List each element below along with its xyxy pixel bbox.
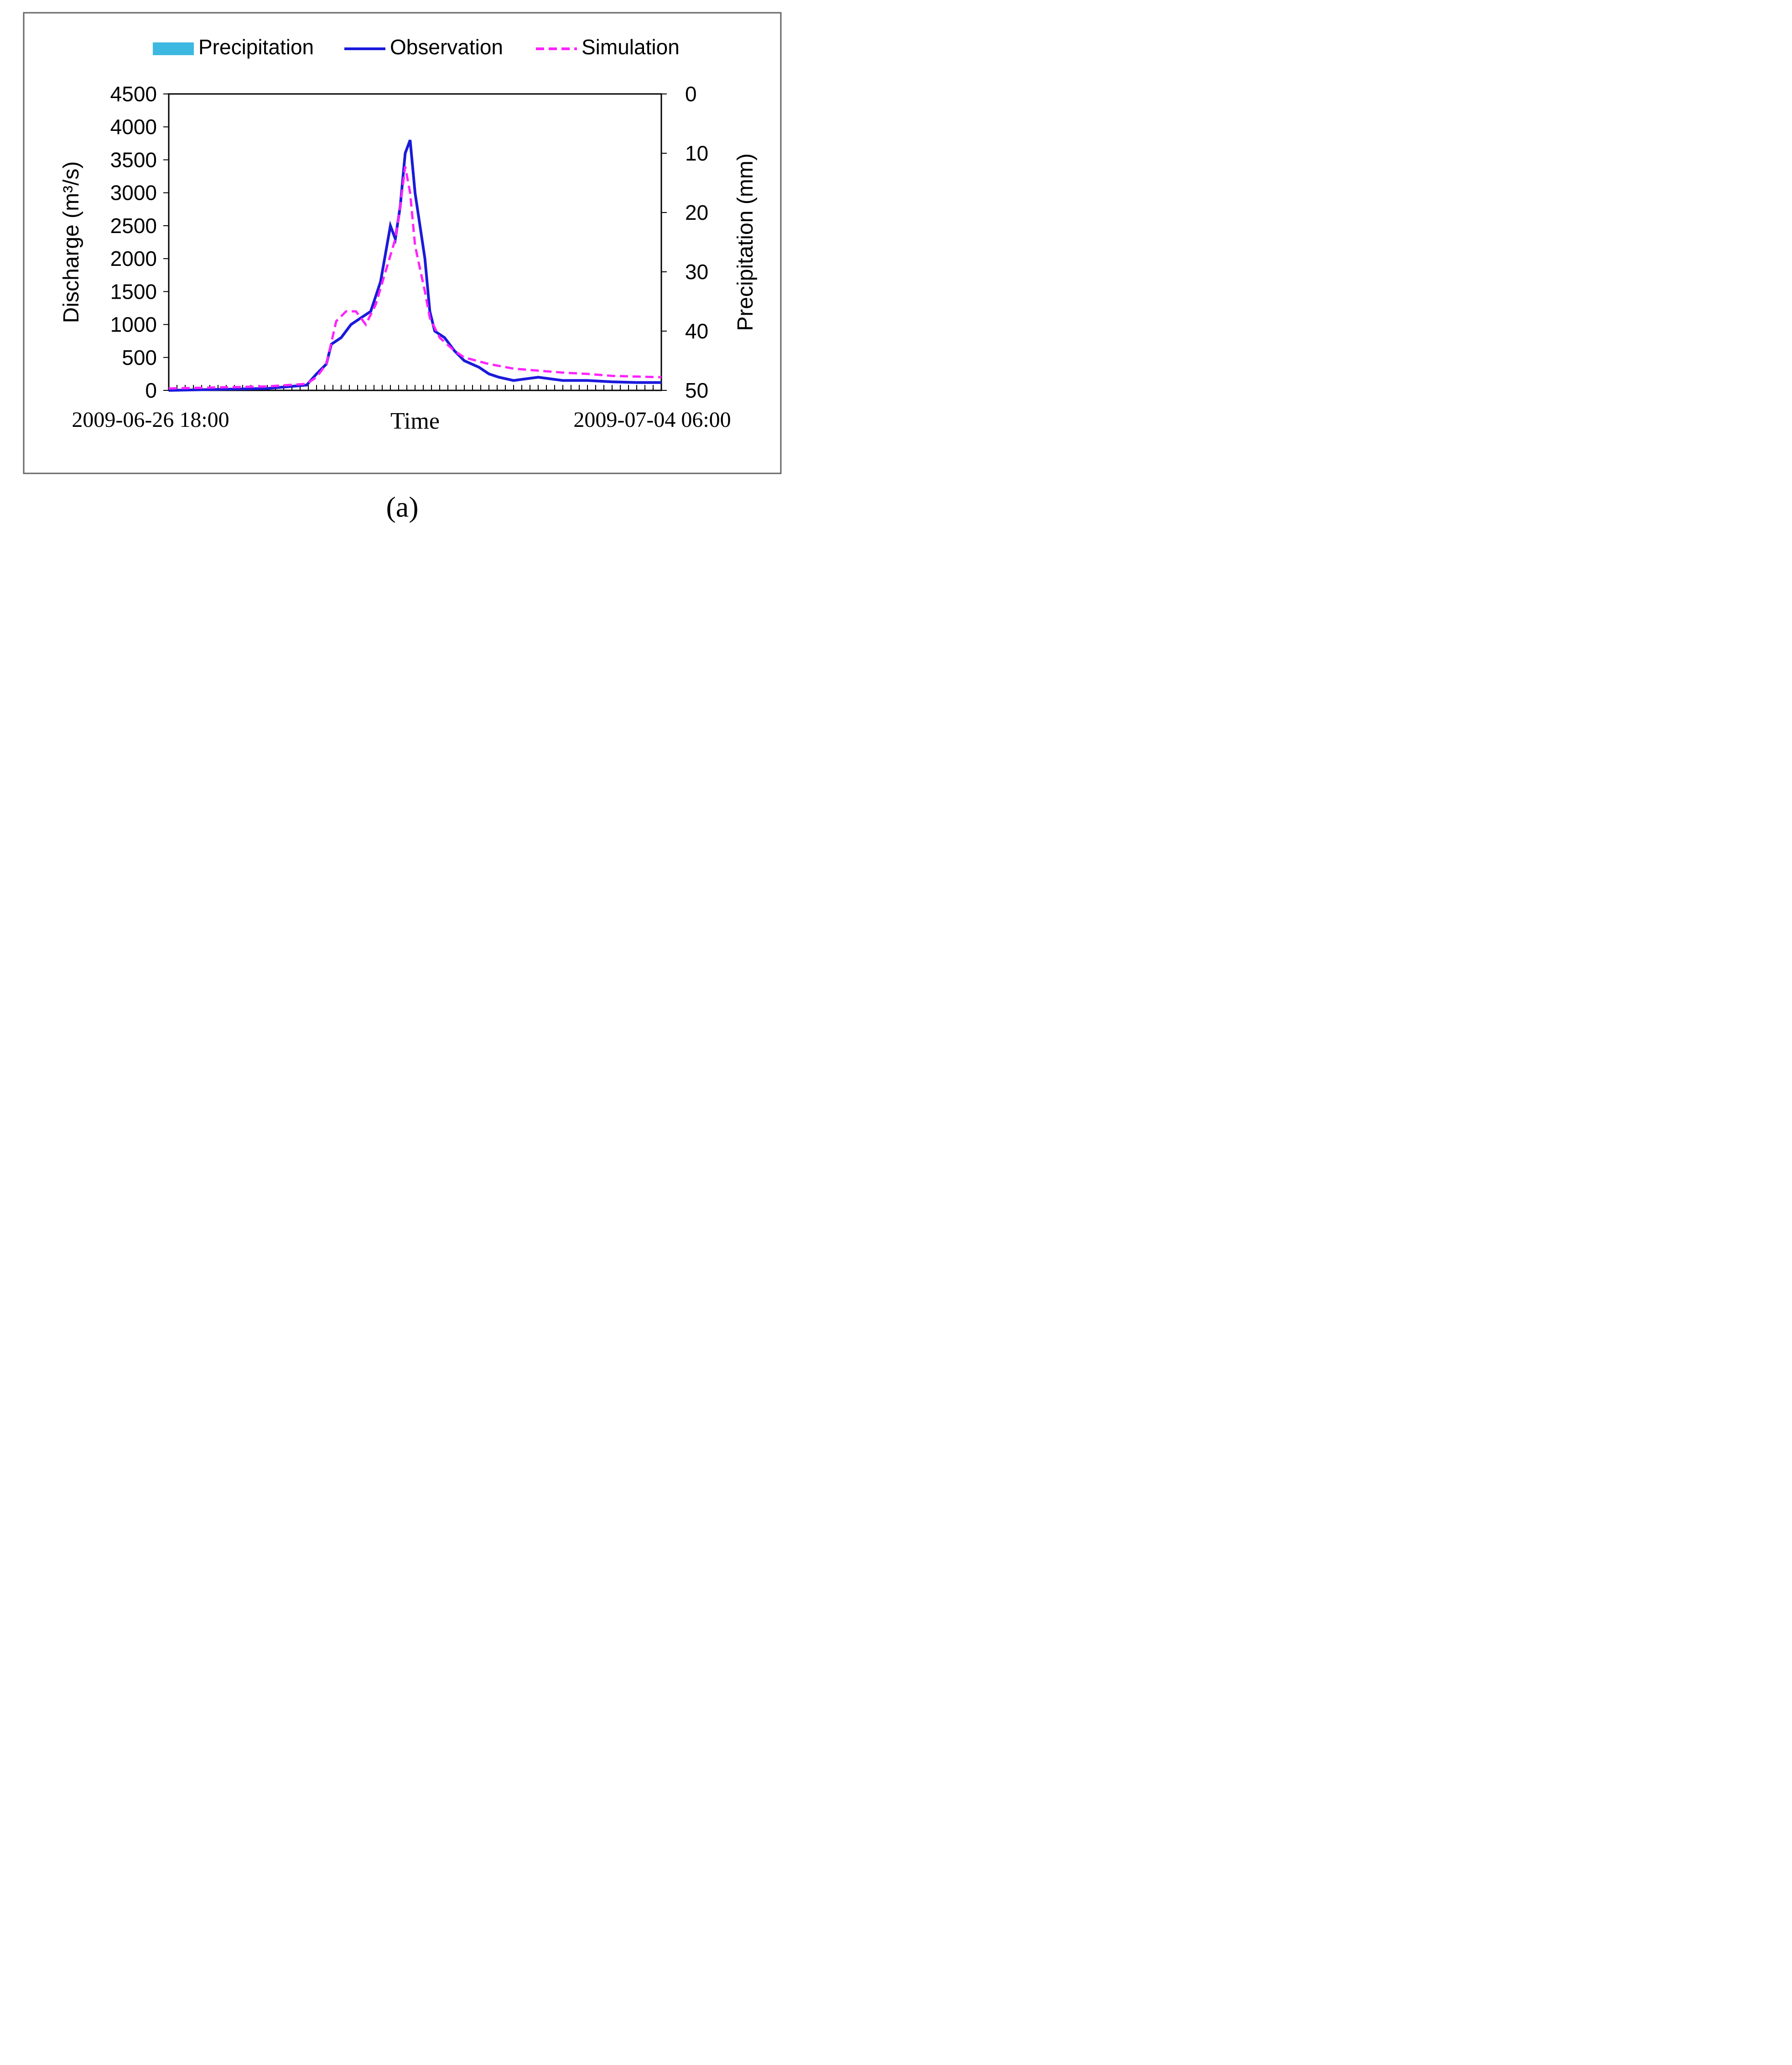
- simulation-line: [168, 166, 662, 390]
- legend-precipitation-label: Precipitation: [198, 35, 314, 59]
- observation-line: [168, 140, 661, 392]
- y2-axis-label: Precipitation (mm): [733, 153, 758, 331]
- y2-tick-label: 20: [685, 201, 708, 224]
- panel-0: 0 500 1000 1500 2000 2500 3000 3500 4000 4500 0 10 2…: [23, 12, 782, 523]
- legend-observation-label: Observation: [390, 35, 503, 59]
- panel-caption: (a): [386, 491, 418, 523]
- y2-tick-label: 40: [685, 319, 708, 343]
- y-tick-label: 3000: [110, 181, 157, 205]
- y2-tick-label: 30: [685, 260, 708, 284]
- y-tick-label: 500: [122, 346, 157, 369]
- panel-frame: [23, 12, 782, 474]
- y-axis-label: Discharge (m³/s): [59, 161, 83, 323]
- y-tick-label: 4000: [110, 115, 157, 139]
- y2-tick-label: 0: [685, 82, 697, 106]
- y2-tick-label: 10: [685, 141, 708, 165]
- y-tick-label: 4500: [110, 82, 157, 106]
- legend-precipitation-swatch: [153, 42, 194, 55]
- y-tick-label: 1500: [110, 280, 157, 303]
- legend-simulation-label: Simulation: [582, 35, 680, 59]
- y-tick-label: 2000: [110, 247, 157, 270]
- y2-tick-label: 50: [685, 379, 708, 402]
- y-tick-label: 0: [145, 379, 157, 402]
- start-time-label: 2009-06-26 18:00: [72, 408, 229, 432]
- y-tick-label: 2500: [110, 214, 157, 238]
- y-tick-label: 3500: [110, 148, 157, 171]
- x-axis-label: Time: [390, 408, 440, 434]
- y-tick-label: 1000: [110, 313, 157, 337]
- end-time-label: 2009-07-04 06:00: [573, 408, 731, 432]
